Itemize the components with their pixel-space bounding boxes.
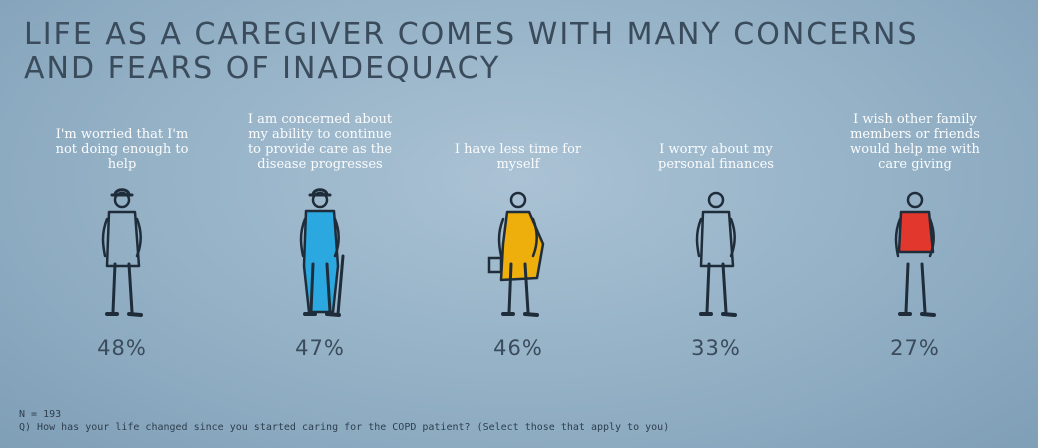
chart-title-line-1: LIFE AS A CAREGIVER COMES WITH MANY CONC…: [24, 17, 919, 52]
category-label-wrapper: I worry about my personal finances: [641, 92, 791, 172]
chart-column: I have less time for myself 46%: [443, 92, 593, 360]
chart-column: I'm worried that I'm not doing enough to…: [47, 92, 197, 360]
survey-question-note: Q) How has your life changed since you s…: [19, 422, 670, 433]
person-figure-icon: [870, 184, 960, 324]
category-label: I am concerned about my ability to conti…: [247, 112, 393, 172]
person-figure-icon: [671, 184, 761, 324]
percentage-label: 46%: [493, 336, 543, 360]
percentage-label: 48%: [97, 336, 147, 360]
percentage-label: 27%: [890, 336, 940, 360]
category-label-wrapper: I have less time for myself: [443, 92, 593, 172]
sample-size-note: N = 193: [19, 409, 62, 420]
chart-footer: N = 193 Q) How has your life changed sin…: [19, 408, 669, 434]
chart-title-line-2: AND FEARS OF INADEQUACY: [24, 51, 501, 86]
person-figure-icon: [275, 184, 365, 324]
chart-column: I worry about my personal finances 33%: [641, 92, 791, 360]
chart-column: I am concerned about my ability to conti…: [245, 92, 395, 360]
category-label: I worry about my personal finances: [658, 142, 774, 172]
chart-title: LIFE AS A CAREGIVER COMES WITH MANY CONC…: [24, 18, 919, 86]
category-label-wrapper: I am concerned about my ability to conti…: [245, 92, 395, 172]
category-label-wrapper: I wish other family members or friends w…: [840, 92, 990, 172]
category-label: I'm worried that I'm not doing enough to…: [55, 127, 189, 172]
category-label-wrapper: I'm worried that I'm not doing enough to…: [47, 92, 197, 172]
person-figure-icon: [473, 184, 563, 324]
percentage-label: 47%: [295, 336, 345, 360]
person-figure-icon: [77, 184, 167, 324]
category-label: I have less time for myself: [454, 142, 582, 172]
chart-column: I wish other family members or friends w…: [840, 92, 990, 360]
category-label: I wish other family members or friends w…: [850, 112, 980, 172]
percentage-label: 33%: [691, 336, 741, 360]
